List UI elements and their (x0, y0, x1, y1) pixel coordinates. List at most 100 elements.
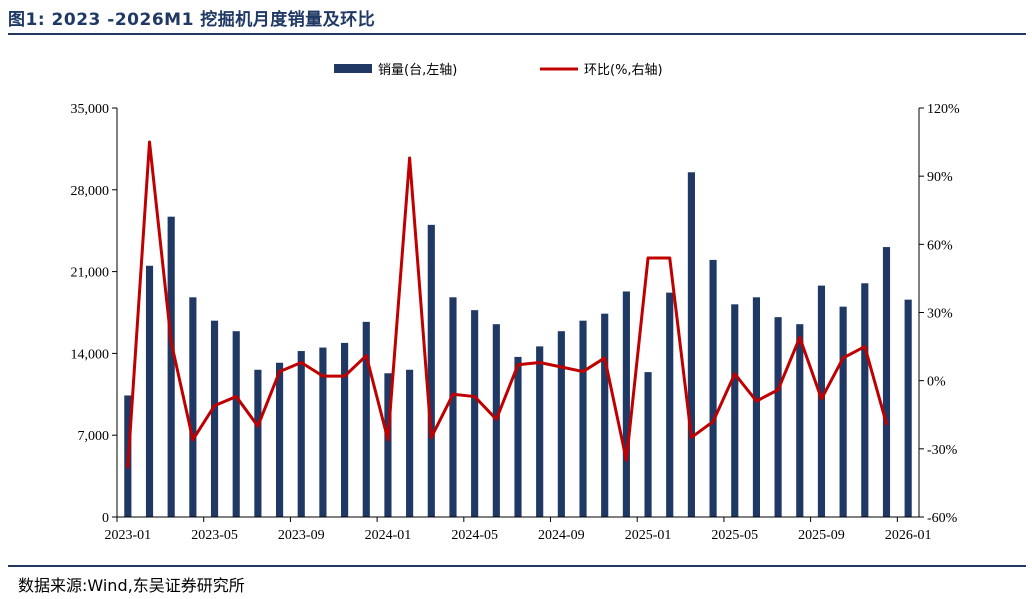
bar-2025-02 (666, 292, 674, 517)
figure-title: 图1: 2023 -2026M1 挖掘机月度销量及环比 (8, 10, 376, 30)
mom-point-2024-06 (494, 417, 498, 421)
mom-point-2024-01 (386, 438, 390, 442)
mom-point-2023-02 (148, 140, 151, 144)
bar-2023-04 (189, 297, 197, 517)
mom-point-2025-04 (711, 420, 715, 423)
right-tick-label: 90% (927, 170, 953, 185)
mom-point-2023-03 (169, 340, 173, 344)
mom-point-2023-07 (256, 424, 260, 428)
x-tick-label: 2024-01 (365, 528, 412, 543)
bar-2025-10 (839, 306, 847, 517)
x-tick-label: 2023-05 (191, 528, 238, 543)
bar-2024-11 (601, 313, 609, 517)
bar-2024-10 (579, 320, 587, 517)
right-tick-label: -60% (927, 511, 958, 526)
legend-label-line: 环比(%,右轴) (584, 63, 663, 78)
mom-point-2025-06 (755, 399, 758, 403)
bar-2025-12 (882, 247, 891, 517)
bar-2024-03 (427, 224, 435, 518)
bar-2025-06 (752, 297, 761, 517)
left-tick-label: 28,000 (71, 184, 110, 199)
mom-point-2025-02 (668, 256, 672, 260)
mom-point-2023-10 (321, 374, 325, 378)
right-tick-label: 60% (927, 238, 953, 253)
bar-2025-11 (861, 283, 869, 517)
x-tick-label: 2024-05 (451, 528, 498, 543)
x-tick-label: 2025-09 (798, 528, 845, 543)
left-tick-label: 14,000 (71, 347, 110, 362)
legend: 销量(台,左轴) 环比(%,右轴) (334, 63, 663, 78)
bar-2023-12 (362, 321, 370, 517)
bar-2024-02 (406, 369, 414, 517)
bar-2025-07 (774, 317, 782, 517)
left-tick-label: 0 (102, 511, 109, 526)
mom-point-2025-09 (820, 397, 823, 401)
bar-2024-07 (514, 356, 522, 517)
chart: 销量(台,左轴) 环比(%,右轴) 0 7,000 14,000 21,000 28,0… (71, 63, 961, 543)
right-tick-label: 0% (927, 375, 946, 390)
mom-point-2025-11 (863, 345, 867, 348)
x-tick-label: 2026-01 (885, 528, 932, 543)
bar-2024-08 (536, 346, 544, 517)
mom-line (126, 140, 888, 469)
mom-point-2023-01 (126, 465, 130, 469)
right-tick-label: 30% (927, 307, 953, 322)
x-tick-label: 2023-09 (278, 528, 325, 543)
mom-point-2023-06 (234, 395, 238, 398)
mom-point-2024-10 (581, 370, 585, 373)
line-series (126, 140, 888, 469)
legend-label-bar: 销量(台,左轴) (378, 63, 457, 78)
bar-2023-02 (145, 265, 154, 517)
bar-2024-05 (471, 310, 479, 517)
bar-2024-12 (622, 291, 630, 517)
mom-point-2025-12 (885, 422, 888, 426)
bar-2023-05 (210, 320, 219, 517)
title-rule (8, 33, 1026, 35)
mom-point-2025-01 (646, 256, 650, 260)
bar-2023-10 (319, 347, 327, 517)
mom-point-2023-04 (191, 438, 195, 442)
bar-2023-07 (254, 369, 262, 517)
bar-2024-01 (384, 373, 392, 517)
right-tick-label: 120% (927, 102, 960, 117)
mom-point-2024-03 (429, 436, 433, 439)
bar-series (124, 172, 912, 518)
bar-2025-04 (709, 259, 717, 517)
bar-2025-03 (687, 172, 695, 517)
x-tick-label: 2025-01 (625, 528, 672, 543)
mom-point-2024-04 (451, 392, 455, 396)
mom-point-2025-03 (690, 436, 693, 439)
bar-2023-03 (167, 216, 175, 517)
bar-2024-04 (449, 297, 457, 517)
bar-2025-05 (731, 304, 739, 517)
mom-point-2023-05 (213, 404, 216, 408)
mom-point-2024-02 (408, 156, 412, 160)
left-tick-label: 35,000 (71, 102, 110, 117)
bar-2026-01 (904, 299, 912, 517)
footer-rule (8, 565, 1026, 567)
mom-point-2025-10 (841, 356, 845, 360)
source-note: 数据来源:Wind,东吴证券研究所 (18, 576, 245, 595)
bar-2023-11 (341, 342, 349, 517)
bar-2025-09 (817, 285, 826, 517)
axes: 0 7,000 14,000 21,000 28,000 35,000 -60% -30% 0%… (71, 102, 961, 543)
x-tick-label: 2025-05 (711, 528, 758, 543)
bar-2023-09 (297, 351, 305, 517)
mom-point-2023-09 (299, 361, 303, 364)
mom-point-2025-05 (733, 372, 737, 376)
mom-point-2024-05 (473, 395, 477, 398)
mom-point-2023-12 (364, 354, 368, 358)
mom-point-2023-11 (343, 374, 346, 378)
mom-point-2024-07 (516, 363, 520, 367)
bar-2025-08 (796, 324, 804, 517)
x-tick-label: 2023-01 (105, 528, 152, 543)
mom-point-2025-08 (798, 336, 802, 339)
bar-2024-09 (557, 331, 565, 517)
mom-point-2025-07 (776, 388, 780, 392)
mom-point-2024-09 (559, 365, 563, 369)
mom-point-2023-08 (278, 370, 281, 373)
x-tick-label: 2024-09 (538, 528, 585, 543)
bar-2025-01 (644, 372, 652, 517)
mom-point-2024-12 (624, 458, 628, 462)
legend-swatch-bar (334, 64, 372, 73)
